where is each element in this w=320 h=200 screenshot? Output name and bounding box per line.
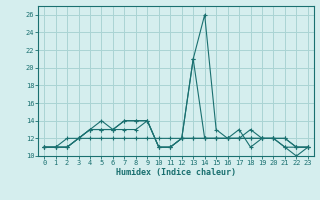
X-axis label: Humidex (Indice chaleur): Humidex (Indice chaleur) (116, 168, 236, 177)
